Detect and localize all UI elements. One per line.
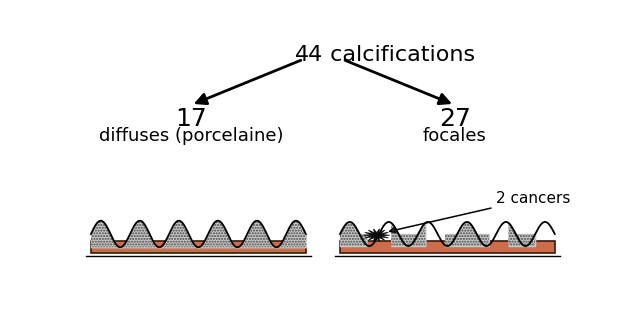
Text: 17: 17 [175, 107, 207, 131]
Bar [91, 241, 306, 253]
Text: 44: 44 [295, 45, 323, 65]
Text: diffuses (porcelaine): diffuses (porcelaine) [99, 127, 284, 145]
Text: calcifications: calcifications [323, 45, 475, 65]
Text: focales: focales [423, 127, 486, 145]
Text: 27: 27 [438, 107, 471, 131]
Bar [340, 241, 555, 253]
Polygon shape [364, 229, 390, 242]
Text: 2 cancers: 2 cancers [496, 191, 571, 206]
